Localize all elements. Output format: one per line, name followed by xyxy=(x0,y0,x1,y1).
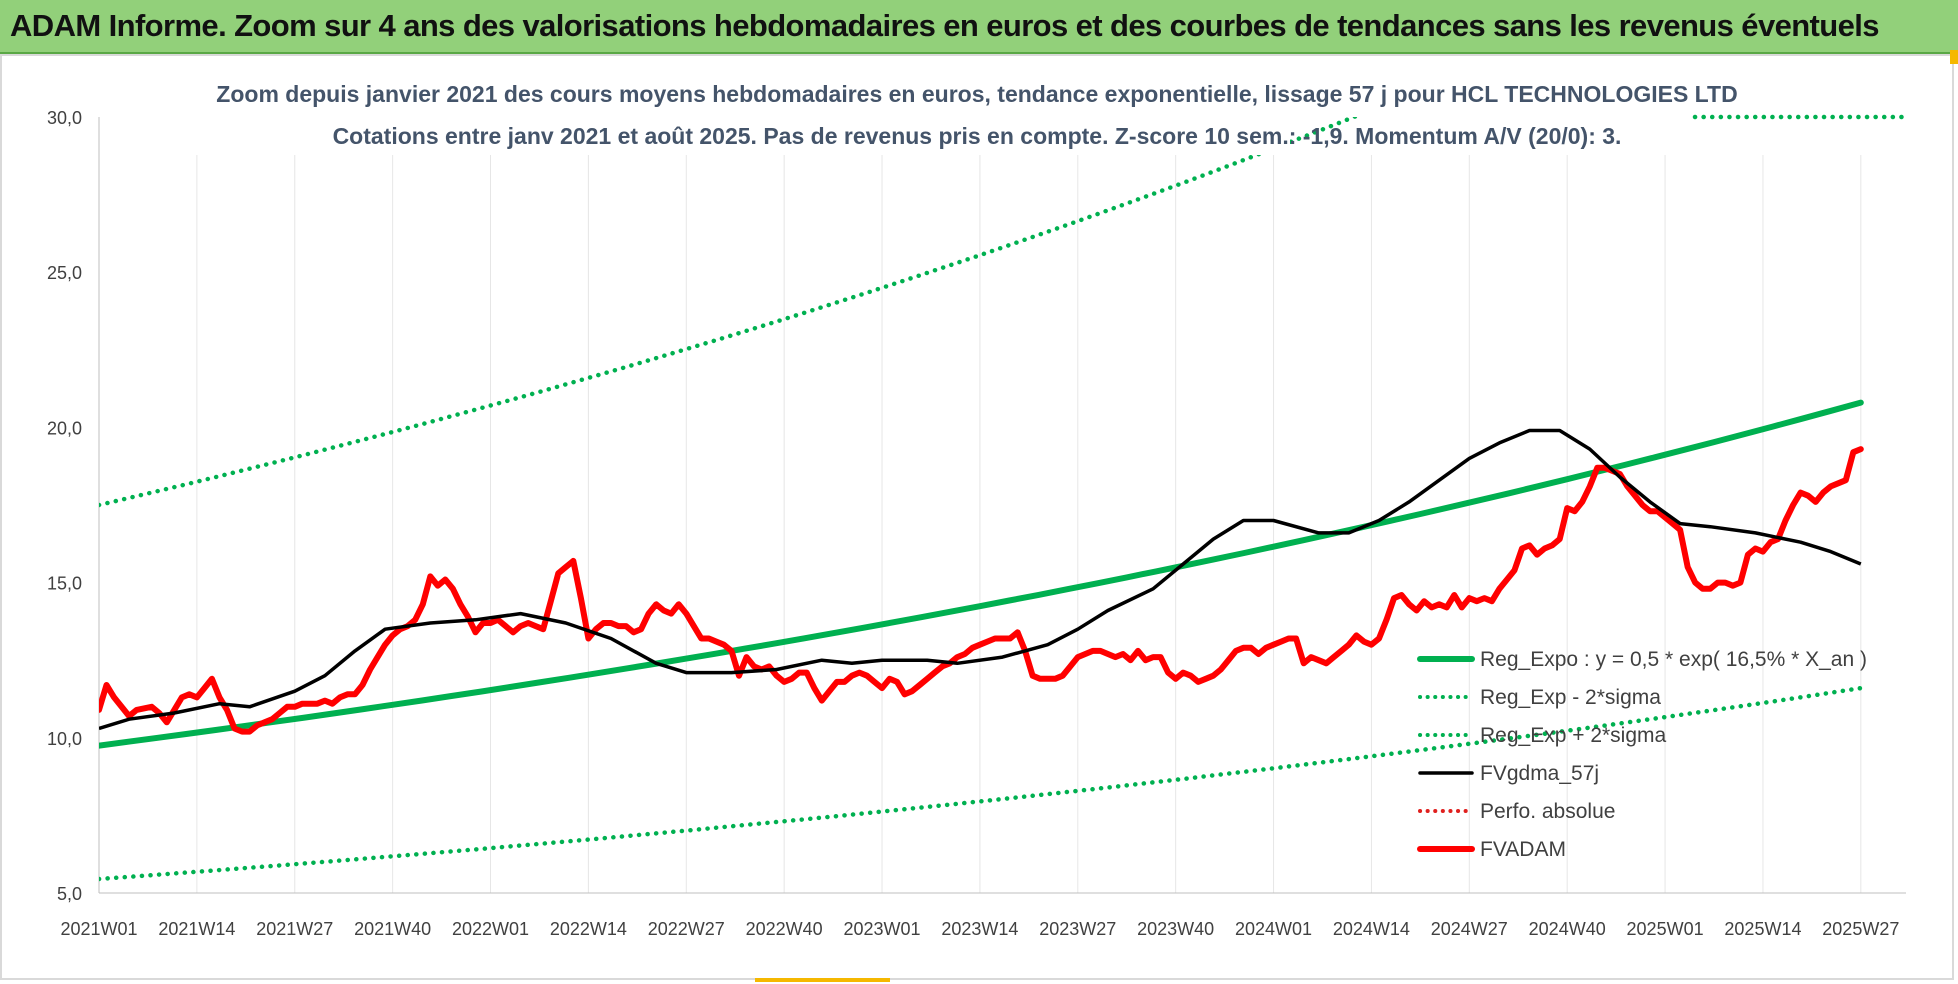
y-tick-label: 10,0 xyxy=(47,729,82,749)
corner-marker-top-right xyxy=(1950,50,1958,64)
y-tick-label: 5,0 xyxy=(57,884,82,904)
series-fvgdma-57j xyxy=(99,428,1862,731)
x-tick-label: 2021W01 xyxy=(60,919,137,939)
x-tick-label: 2022W27 xyxy=(648,919,725,939)
legend: Reg_Expo : y = 0,5 * exp( 16,5% * X_an )… xyxy=(1417,648,1867,861)
y-tick-label: 15,0 xyxy=(47,574,82,594)
axes: 2021W01 2021W14 2021W27 2021W40 2022W01 2022W… xyxy=(47,108,1906,939)
series-reg-expo xyxy=(99,399,1864,749)
y-tick-label: 20,0 xyxy=(47,418,82,438)
x-tick-label: 2022W14 xyxy=(550,919,627,939)
banner: ADAM Informe. Zoom sur 4 ans des valoris… xyxy=(0,0,1958,54)
series-group xyxy=(99,114,1905,882)
legend-label: Perfo. absolue xyxy=(1480,800,1615,823)
legend-label: Reg_Exp - 2*sigma xyxy=(1480,686,1661,709)
x-tick-label: 2021W27 xyxy=(256,919,333,939)
x-tick-label: 2024W27 xyxy=(1431,919,1508,939)
x-tick-label: 2022W40 xyxy=(746,919,823,939)
x-tick-label: 2024W14 xyxy=(1333,919,1410,939)
x-tick-label: 2021W40 xyxy=(354,919,431,939)
x-tick-label: 2021W14 xyxy=(158,919,235,939)
chart-title: Zoom depuis janvier 2021 des cours moyen… xyxy=(216,81,1737,107)
x-tick-label: 2024W40 xyxy=(1529,919,1606,939)
x-tick-label: 2024W01 xyxy=(1235,919,1312,939)
x-tick-label: 2023W14 xyxy=(941,919,1018,939)
x-tick-label: 2023W27 xyxy=(1039,919,1116,939)
chart-subtitle: Cotations entre janv 2021 et août 2025. … xyxy=(333,123,1622,149)
x-tick-label: 2025W01 xyxy=(1627,919,1704,939)
x-tick-label: 2022W01 xyxy=(452,919,529,939)
legend-label: Reg_Expo : y = 0,5 * exp( 16,5% * X_an ) xyxy=(1480,648,1867,671)
chart-frame xyxy=(0,54,1954,980)
legend-label: Reg_Exp + 2*sigma xyxy=(1480,724,1667,747)
x-tick-label: 2025W27 xyxy=(1822,919,1899,939)
x-tick-label: 2025W14 xyxy=(1724,919,1801,939)
legend-label: FVgdma_57j xyxy=(1480,762,1599,785)
series-reg-exp-minus-2sigma xyxy=(99,685,1864,882)
corner-marker-bottom xyxy=(755,978,890,982)
x-tick-label: 2023W40 xyxy=(1137,919,1214,939)
series-reg-exp-plus-2sigma xyxy=(99,117,1864,508)
y-tick-label: 30,0 xyxy=(47,108,82,128)
legend-label: FVADAM xyxy=(1480,838,1566,861)
banner-title: ADAM Informe. Zoom sur 4 ans des valoris… xyxy=(10,8,1880,43)
y-tick-label: 25,0 xyxy=(47,263,82,283)
x-tick-label: 2023W01 xyxy=(844,919,921,939)
